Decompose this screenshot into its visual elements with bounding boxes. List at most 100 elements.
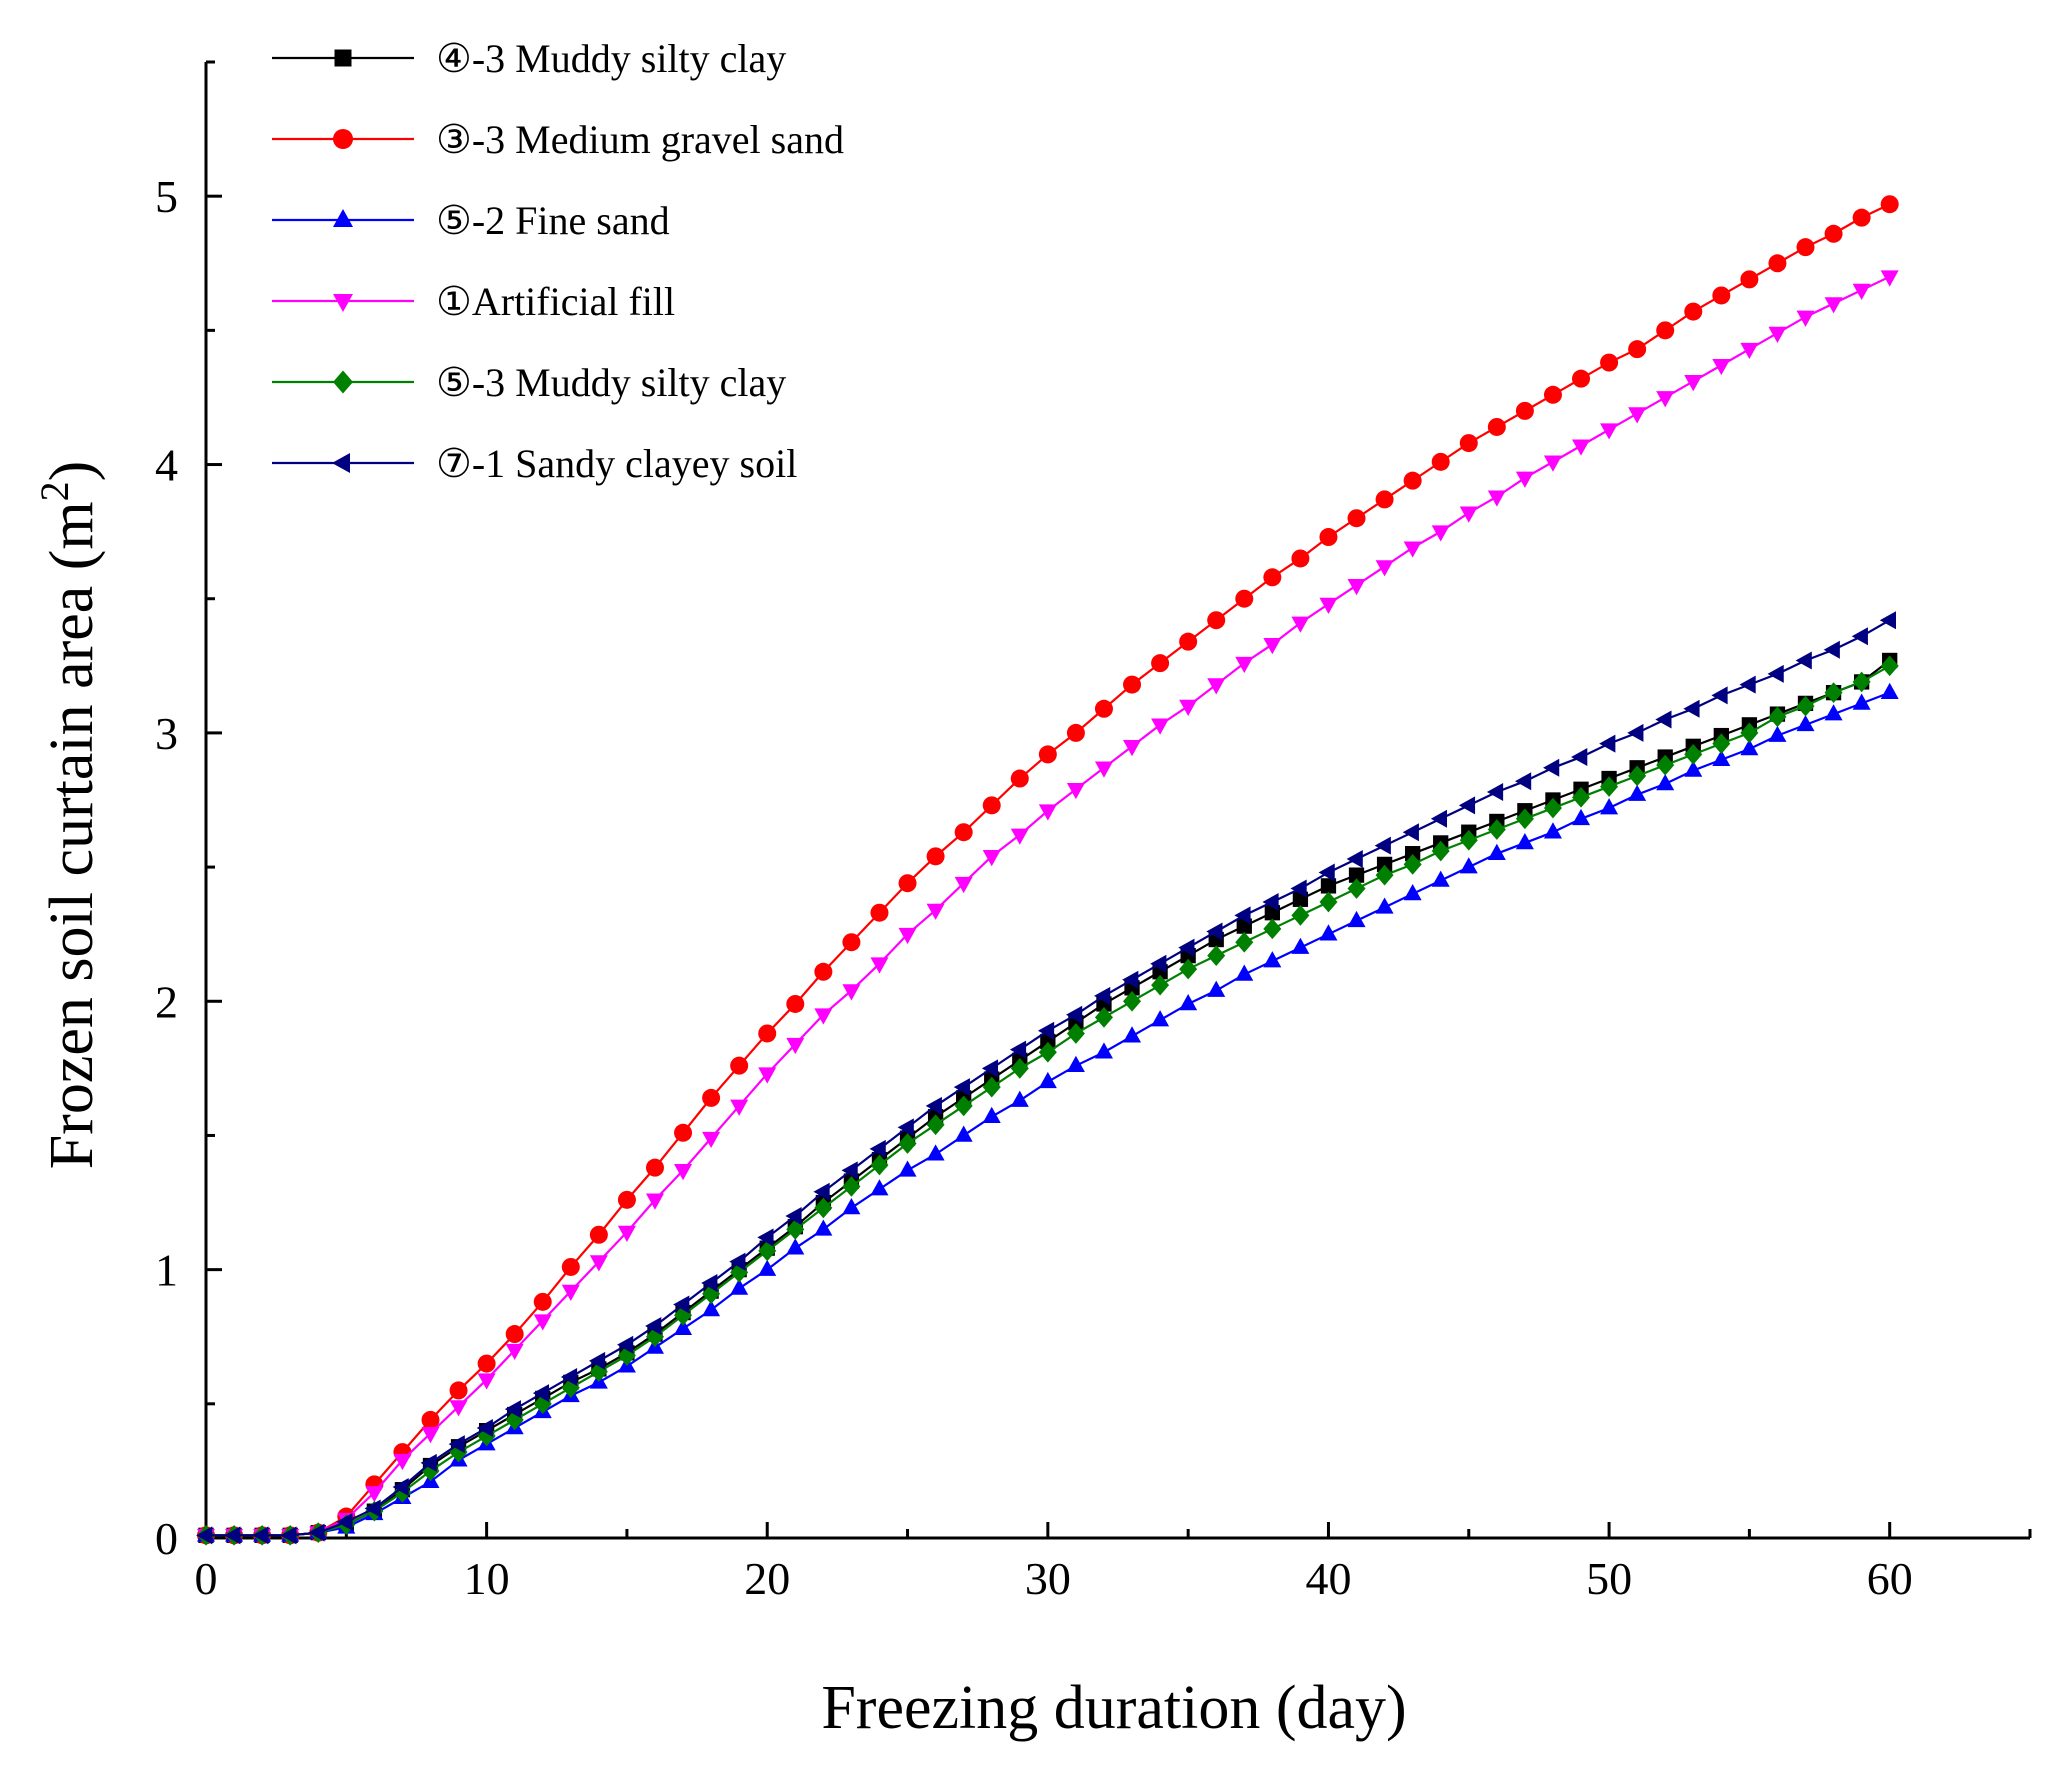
data-point <box>1122 970 1139 989</box>
data-point <box>1824 297 1843 314</box>
data-point <box>196 1526 213 1545</box>
data-point <box>926 1114 945 1136</box>
data-point <box>1515 808 1534 830</box>
data-point <box>1486 782 1504 801</box>
data-point <box>617 1335 634 1354</box>
data-point <box>1572 786 1591 808</box>
data-point <box>926 1144 945 1161</box>
data-point <box>1066 1023 1085 1044</box>
data-point <box>1543 758 1560 777</box>
y-tick-label: 1 <box>155 1245 178 1296</box>
data-point <box>898 1160 917 1177</box>
data-point <box>1487 819 1506 840</box>
data-point <box>898 1133 917 1154</box>
data-point <box>561 1284 580 1302</box>
y-tick-label: 4 <box>155 440 178 491</box>
y-tick-label: 3 <box>155 708 178 759</box>
data-point <box>1291 937 1310 954</box>
data-point <box>1823 640 1840 659</box>
data-point <box>393 1453 412 1471</box>
data-point <box>814 1008 833 1025</box>
data-point <box>1684 760 1703 777</box>
data-point <box>364 1499 381 1518</box>
data-point <box>1572 808 1591 826</box>
series-diamond <box>197 655 1899 1546</box>
data-point <box>954 876 973 894</box>
data-point <box>1824 704 1843 721</box>
data-point <box>1291 549 1310 568</box>
data-point <box>1824 224 1843 243</box>
data-point <box>870 1154 889 1176</box>
data-point <box>333 294 353 312</box>
data-point <box>674 1164 693 1181</box>
legend-label: ⑦-1 Sandy clayey soil <box>436 441 797 486</box>
y-axis-title: Frozen soil curtain area (m2) <box>32 461 106 1170</box>
data-point <box>982 1076 1001 1098</box>
data-point <box>588 1351 606 1370</box>
data-point <box>1487 490 1506 507</box>
data-point <box>1037 1021 1055 1040</box>
data-point <box>645 1158 664 1177</box>
series-square <box>198 652 1898 1543</box>
data-point <box>1683 699 1700 718</box>
data-point <box>1038 1041 1057 1063</box>
data-point <box>1235 589 1254 608</box>
x-tick-label: 50 <box>1586 1553 1632 1604</box>
data-point <box>420 1453 437 1472</box>
data-point <box>1543 385 1562 404</box>
data-point <box>1403 471 1422 490</box>
data-point <box>1318 863 1335 882</box>
series-triangle-up <box>197 682 1899 1542</box>
data-point <box>1347 579 1366 596</box>
data-point <box>421 1410 440 1429</box>
legend-label: ③-3 Medium gravel sand <box>436 117 844 162</box>
data-point <box>1740 739 1759 756</box>
data-point <box>1459 829 1478 851</box>
data-point <box>954 1125 973 1142</box>
x-tick-label: 10 <box>464 1553 510 1604</box>
data-point <box>1515 471 1534 488</box>
y-axis-title-superscript: 2 <box>32 481 77 501</box>
data-point <box>814 962 833 981</box>
x-tick-label: 60 <box>1867 1553 1913 1604</box>
data-point <box>897 1118 914 1137</box>
data-point <box>1319 597 1338 614</box>
legend-label: ⑤-3 Muddy silty clay <box>436 360 786 405</box>
data-point <box>1684 375 1703 392</box>
data-point <box>842 1198 861 1215</box>
data-point <box>1403 541 1422 558</box>
data-point <box>1235 964 1254 981</box>
data-point <box>333 370 353 394</box>
legend-item: ④-3 Muddy silty clay <box>272 36 786 81</box>
data-point <box>1066 1055 1085 1072</box>
data-point <box>814 1219 833 1236</box>
data-point <box>1009 1040 1027 1059</box>
data-point <box>1375 864 1394 886</box>
data-point <box>1375 897 1394 914</box>
data-point <box>1627 723 1644 742</box>
data-point <box>1123 1026 1142 1043</box>
data-point <box>1151 1010 1170 1027</box>
data-point <box>1712 286 1731 305</box>
data-point <box>1291 616 1310 633</box>
data-point <box>954 823 973 842</box>
data-point <box>786 1037 805 1055</box>
data-point <box>448 1435 465 1454</box>
legend: ④-3 Muddy silty clay ③-3 Medium gravel sa… <box>272 36 844 486</box>
data-point <box>477 1354 496 1373</box>
data-point <box>1038 745 1057 764</box>
data-point <box>1347 509 1366 528</box>
data-point <box>953 1078 970 1097</box>
data-point <box>982 1106 1001 1123</box>
data-point <box>1543 822 1562 839</box>
data-point <box>477 1373 496 1390</box>
data-point <box>1150 954 1167 973</box>
data-point <box>1852 671 1871 693</box>
data-point <box>1263 638 1282 655</box>
data-point <box>758 1240 777 1262</box>
data-point <box>758 1024 777 1043</box>
data-point <box>1543 797 1562 819</box>
data-point <box>560 1367 578 1386</box>
legend-item: ⑤-3 Muddy silty clay <box>272 360 786 405</box>
